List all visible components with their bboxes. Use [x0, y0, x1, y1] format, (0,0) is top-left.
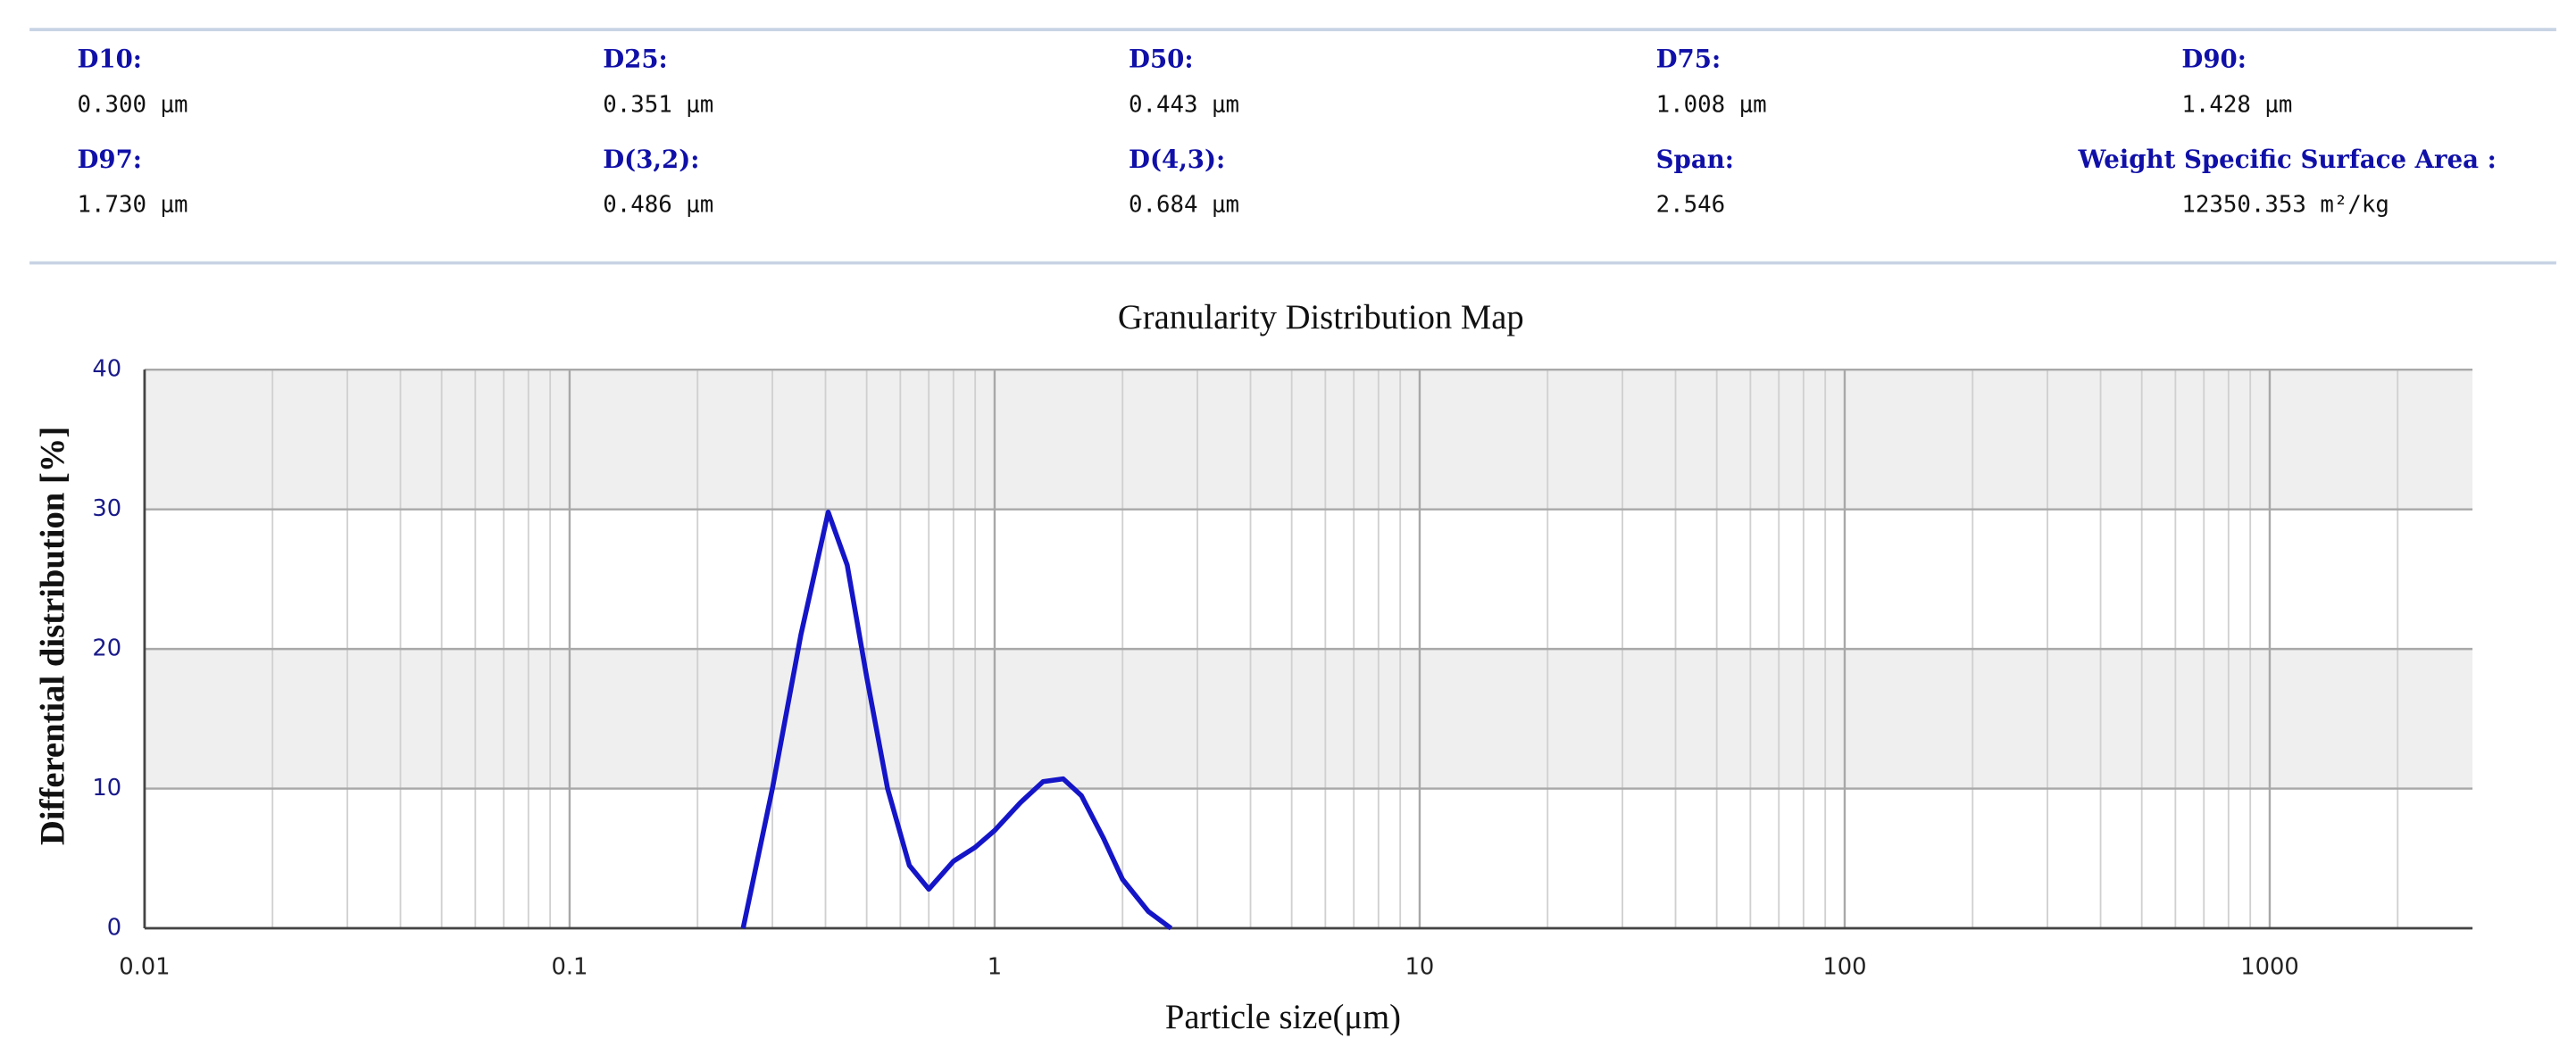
x-tick-label: 1000	[2240, 954, 2299, 981]
data-line	[740, 510, 1173, 931]
y-tick-label: 40	[92, 356, 121, 383]
x-tick-label: 100	[1822, 954, 1866, 981]
stat-value: 1.008 μm	[1656, 91, 1767, 118]
stat-label: D10:	[77, 45, 141, 74]
stat-label: D50:	[1129, 45, 1193, 74]
stat-label: Span:	[1656, 145, 1734, 174]
y-tick-label: 10	[92, 775, 121, 801]
stat-value: 0.684 μm	[1129, 192, 1239, 219]
x-axis-label: Particle size(μm)	[1165, 999, 1401, 1036]
stat-value: 1.428 μm	[2181, 91, 2292, 118]
stat-value: 1.730 μm	[77, 192, 188, 219]
grid-band	[144, 649, 2473, 789]
stat-value: 0.486 μm	[603, 192, 713, 219]
stat-value: 0.300 μm	[77, 91, 188, 118]
stat-label: D97:	[77, 145, 141, 174]
y-tick-label: 20	[92, 635, 121, 662]
grid-band	[144, 370, 2473, 510]
chart-title: Granularity Distribution Map	[1118, 299, 1524, 336]
stat-value: 0.351 μm	[603, 91, 713, 118]
x-tick-label: 0.1	[551, 954, 588, 981]
stat-value: 12350.353 m²/kg	[2181, 192, 2388, 219]
y-tick-label: 0	[107, 915, 121, 942]
y-tick-label: 30	[92, 495, 121, 522]
stat-label: D90:	[2181, 45, 2246, 74]
stat-label: D(4,3):	[1129, 145, 1225, 174]
stat-label: D25:	[603, 45, 667, 74]
y-axis-label: Differential distribution [%]	[34, 427, 71, 845]
stat-value: 2.546	[1656, 192, 1725, 219]
stat-label: Weight Specific Surface Area :	[2078, 145, 2497, 174]
stat-label: D75:	[1656, 45, 1721, 74]
stat-value: 0.443 μm	[1129, 91, 1239, 118]
x-tick-label: 1	[988, 954, 1002, 981]
x-tick-label: 0.01	[119, 954, 170, 981]
stat-label: D(3,2):	[603, 145, 699, 174]
x-tick-label: 10	[1405, 954, 1435, 981]
